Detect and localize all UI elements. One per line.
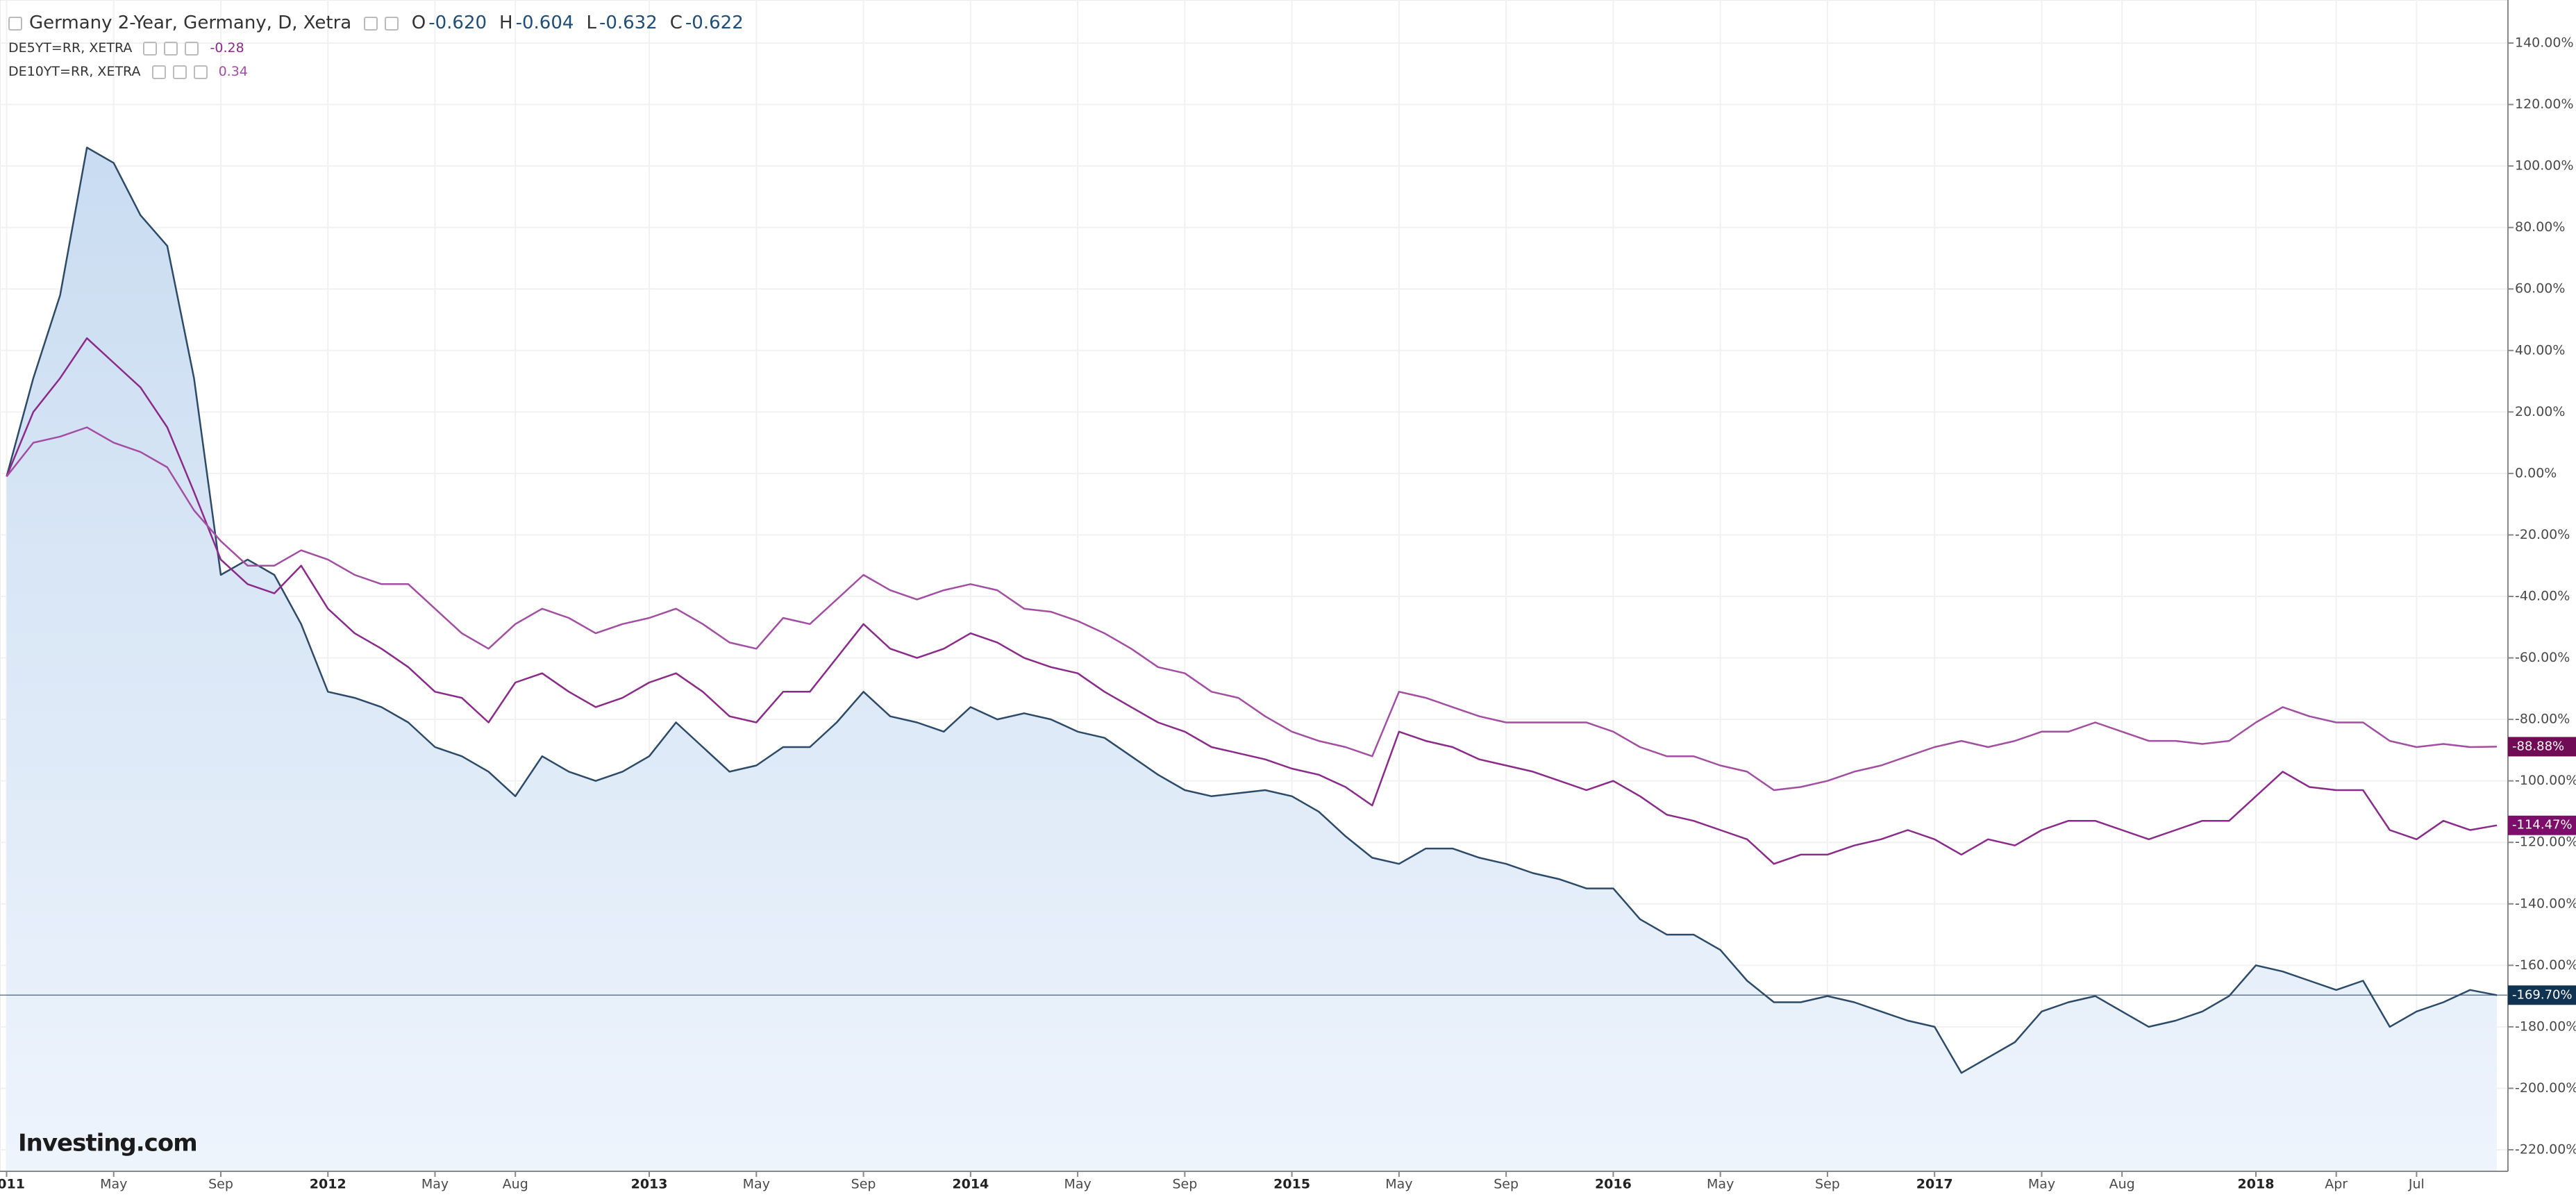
settings-button[interactable] xyxy=(364,16,378,31)
legend-series-1: DE5YT=RR, XETRA -0.28 xyxy=(8,40,251,56)
line xyxy=(6,337,2498,865)
y-tick-label: -20.00% xyxy=(2515,527,2570,542)
x-tick-label: Sep xyxy=(1815,1177,1840,1192)
y-tick-label: 60.00% xyxy=(2515,281,2565,296)
x-tick-label: May xyxy=(2028,1177,2055,1192)
price-label-box xyxy=(2508,985,2576,1005)
y-tick-label: -220.00% xyxy=(2515,1142,2576,1157)
y-tick-label: -100.00% xyxy=(2515,773,2576,788)
ohlc-value: -0.632 xyxy=(599,12,658,33)
hide-button[interactable] xyxy=(164,41,178,56)
ohlc-label: L xyxy=(586,12,596,33)
x-tick-label: 2012 xyxy=(310,1177,346,1192)
legend-name: DE5YT=RR, XETRA xyxy=(8,40,133,56)
x-tick-label: Sep xyxy=(1172,1177,1197,1192)
ohlc-value: -0.604 xyxy=(515,12,574,33)
hide-button[interactable] xyxy=(385,16,399,31)
y-tick-label: -120.00% xyxy=(2515,835,2576,850)
x-tick-label: May xyxy=(1385,1177,1412,1192)
x-tick-label: Sep xyxy=(851,1177,876,1192)
y-tick-label: 40.00% xyxy=(2515,342,2565,358)
ohlc: O -0.620 H -0.604 L -0.632 C -0.622 xyxy=(412,12,756,33)
y-tick-label: 120.00% xyxy=(2515,97,2574,112)
x-tick-label: Aug xyxy=(2109,1177,2135,1192)
close-button[interactable] xyxy=(193,65,208,79)
hide-button[interactable] xyxy=(172,65,187,79)
legend-value: -0.28 xyxy=(210,40,244,56)
x-tick-label: 2018 xyxy=(2238,1177,2275,1192)
line xyxy=(6,147,2498,1074)
y-tick-label: -40.00% xyxy=(2515,588,2570,603)
ohlc-label: H xyxy=(499,12,513,33)
collapse-button[interactable] xyxy=(8,16,22,31)
legend-name: Germany 2-Year, Germany, D, Xetra xyxy=(29,12,352,33)
line xyxy=(6,426,2498,792)
ohlc-label: O xyxy=(411,12,426,33)
price-label-box xyxy=(2508,815,2576,835)
settings-button[interactable] xyxy=(143,41,158,56)
x-tick-label: Aug xyxy=(503,1177,528,1192)
y-tick-label: 20.00% xyxy=(2515,404,2565,419)
price-label-box xyxy=(2508,737,2576,757)
y-tick-label: -60.00% xyxy=(2515,650,2570,665)
x-tick-label: Apr xyxy=(2325,1177,2348,1192)
x-tick-label: 2016 xyxy=(1595,1177,1632,1192)
y-tick-label: -80.00% xyxy=(2515,712,2570,727)
y-tick-label: -140.00% xyxy=(2515,896,2576,911)
price-label: -169.70% xyxy=(2512,987,2573,1002)
legend-value: 0.34 xyxy=(218,64,248,79)
x-tick-label: May xyxy=(743,1177,770,1192)
y-tick-label: -180.00% xyxy=(2515,1019,2576,1034)
x-tick-label: 2015 xyxy=(1273,1177,1310,1192)
y-tick-label: 80.00% xyxy=(2515,219,2565,235)
x-tick-label: 2013 xyxy=(631,1177,668,1192)
legend-name: DE10YT=RR, XETRA xyxy=(8,64,141,79)
ohlc-label: C xyxy=(669,12,683,33)
x-tick-label: 2017 xyxy=(1916,1177,1953,1192)
y-tick-label: 140.00% xyxy=(2515,35,2574,50)
x-tick-label: Jul xyxy=(2408,1177,2425,1192)
x-tick-label: 2014 xyxy=(952,1177,989,1192)
x-tick-label: May xyxy=(1064,1177,1091,1192)
ohlc-value: -0.622 xyxy=(685,12,744,33)
y-tick-label: 0.00% xyxy=(2515,465,2557,480)
settings-button[interactable] xyxy=(151,65,166,79)
x-tick-label: May xyxy=(100,1177,127,1192)
price-label: -114.47% xyxy=(2512,818,2573,832)
y-tick-label: 100.00% xyxy=(2515,158,2574,174)
y-tick-label: -160.00% xyxy=(2515,957,2576,973)
x-tick-label: May xyxy=(421,1177,449,1192)
area xyxy=(6,147,2498,1171)
x-tick-label: May xyxy=(1707,1177,1734,1192)
logo: Investing.com xyxy=(18,1130,197,1157)
legend-main: Germany 2-Year, Germany, D, Xetra O -0.62… xyxy=(8,12,763,33)
x-tick-label: Sep xyxy=(208,1177,233,1192)
x-tick-label: 2011 xyxy=(0,1177,25,1192)
price-label: -88.88% xyxy=(2512,739,2564,753)
legend-series-2: DE10YT=RR, XETRA 0.34 xyxy=(8,64,255,79)
y-tick-label: -200.00% xyxy=(2515,1080,2576,1096)
x-tick-label: Sep xyxy=(1494,1177,1519,1192)
ohlc-value: -0.620 xyxy=(428,12,487,33)
close-button[interactable] xyxy=(185,41,199,56)
